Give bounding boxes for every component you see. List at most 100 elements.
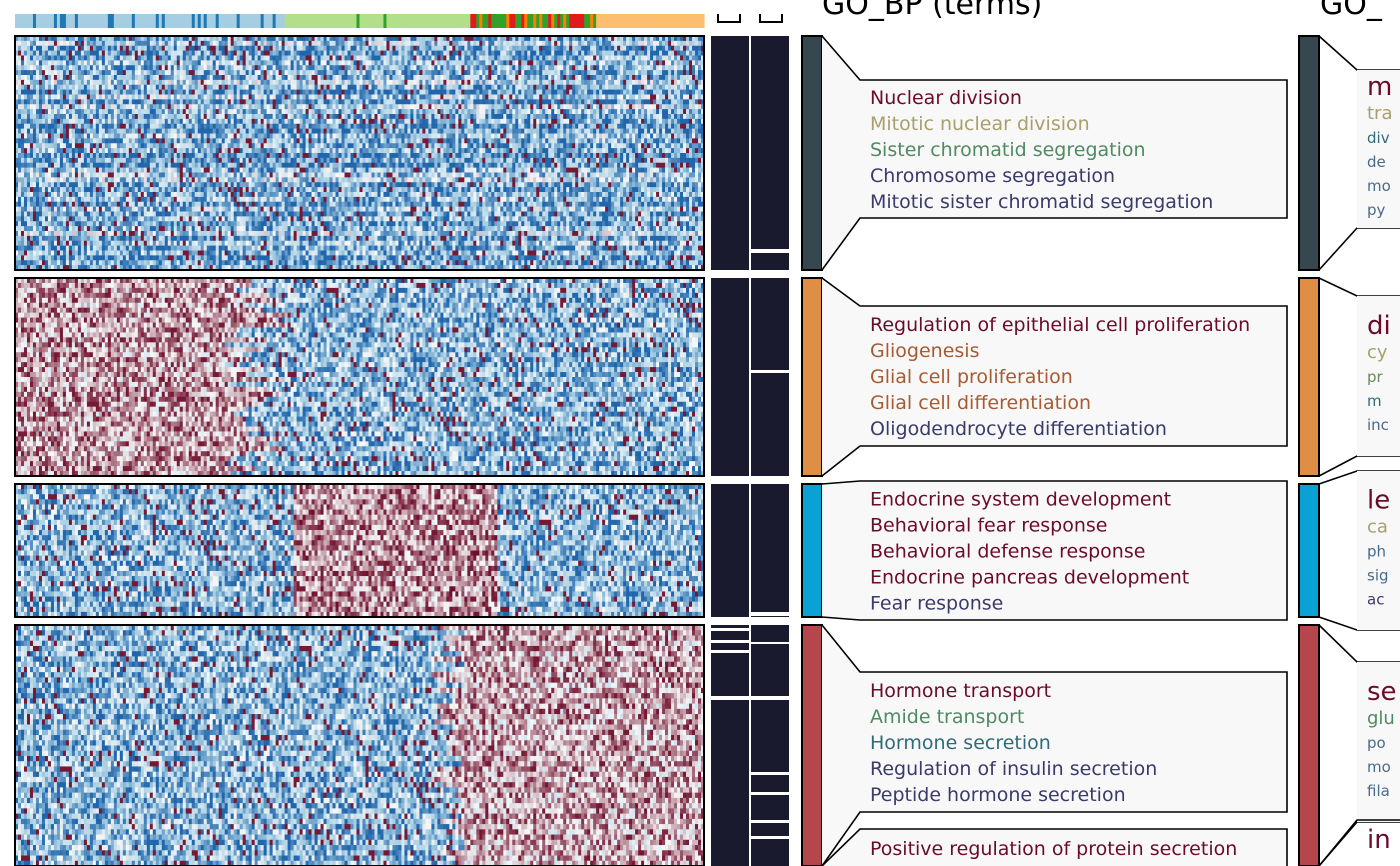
heatmap-cell bbox=[404, 75, 407, 80]
heatmap-cell bbox=[105, 85, 108, 90]
heatmap-cell bbox=[162, 95, 165, 100]
heatmap-cell bbox=[33, 46, 36, 51]
heatmap-cell bbox=[455, 85, 458, 90]
heatmap-cell bbox=[309, 99, 312, 104]
heatmap-cell bbox=[321, 75, 324, 80]
heatmap-cell bbox=[129, 46, 132, 51]
heatmap-cell bbox=[114, 65, 117, 70]
heatmap-cell bbox=[530, 90, 533, 95]
heatmap-cell bbox=[57, 114, 60, 119]
heatmap-cell bbox=[120, 60, 123, 65]
heatmap-cell bbox=[527, 80, 530, 85]
heatmap-cell bbox=[506, 65, 509, 70]
heatmap-cell bbox=[674, 56, 677, 61]
heatmap-cell bbox=[324, 99, 327, 104]
heatmap-cell bbox=[608, 114, 611, 119]
heatmap-cell bbox=[671, 51, 674, 56]
heatmap-cell bbox=[225, 85, 228, 90]
heatmap-cell bbox=[249, 46, 252, 51]
heatmap-cell bbox=[114, 60, 117, 65]
heatmap-cell bbox=[629, 109, 632, 114]
heatmap-cell bbox=[542, 60, 545, 65]
heatmap-cell bbox=[48, 80, 51, 85]
heatmap-cell bbox=[117, 114, 120, 119]
heatmap-cell bbox=[386, 75, 389, 80]
heatmap-cell bbox=[380, 99, 383, 104]
heatmap-cell bbox=[135, 51, 138, 56]
heatmap-cell bbox=[54, 99, 57, 104]
heatmap-cell bbox=[69, 95, 72, 100]
heatmap-cell bbox=[258, 56, 261, 61]
heatmap-cell bbox=[632, 99, 635, 104]
heatmap-cell bbox=[207, 75, 210, 80]
heatmap-cell bbox=[419, 70, 422, 75]
heatmap-cell bbox=[192, 51, 195, 56]
heatmap-cell bbox=[192, 104, 195, 109]
heatmap-cell bbox=[48, 119, 51, 124]
heatmap-cell bbox=[383, 46, 386, 51]
heatmap-cell bbox=[192, 46, 195, 51]
heatmap-cell bbox=[291, 56, 294, 61]
heatmap-cell bbox=[683, 114, 686, 119]
heatmap-cell bbox=[75, 41, 78, 46]
heatmap-cell bbox=[641, 90, 644, 95]
heatmap-cell bbox=[270, 109, 273, 114]
heatmap-cell bbox=[330, 109, 333, 114]
heatmap-cell bbox=[473, 65, 476, 70]
heatmap-cell bbox=[611, 114, 614, 119]
heatmap-cell bbox=[42, 75, 45, 80]
heatmap-cell bbox=[458, 90, 461, 95]
heatmap-cell bbox=[357, 109, 360, 114]
heatmap-cell bbox=[614, 99, 617, 104]
heatmap-cell bbox=[635, 114, 638, 119]
heatmap-cell bbox=[566, 85, 569, 90]
heatmap-cell bbox=[629, 65, 632, 70]
heatmap-cell bbox=[183, 65, 186, 70]
heatmap-cell bbox=[66, 104, 69, 109]
heatmap-cell bbox=[144, 95, 147, 100]
heatmap-cell bbox=[374, 104, 377, 109]
heatmap-cell bbox=[354, 46, 357, 51]
heatmap-cell bbox=[66, 109, 69, 114]
heatmap-cell bbox=[662, 75, 665, 80]
heatmap-cell bbox=[144, 104, 147, 109]
heatmap-cell bbox=[536, 104, 539, 109]
heatmap-cell bbox=[300, 80, 303, 85]
heatmap-cell bbox=[237, 56, 240, 61]
heatmap-cell bbox=[596, 56, 599, 61]
heatmap-cell bbox=[458, 99, 461, 104]
heatmap-cell bbox=[309, 114, 312, 119]
heatmap-cell bbox=[428, 65, 431, 70]
heatmap-cell bbox=[479, 99, 482, 104]
heatmap-cell bbox=[581, 60, 584, 65]
heatmap-cell bbox=[572, 99, 575, 104]
heatmap-cell bbox=[135, 109, 138, 114]
heatmap-cell bbox=[54, 65, 57, 70]
heatmap-cell bbox=[126, 46, 129, 51]
heatmap-cell bbox=[315, 104, 318, 109]
heatmap-cell bbox=[395, 41, 398, 46]
heatmap-cell bbox=[57, 56, 60, 61]
heatmap-cell bbox=[506, 90, 509, 95]
heatmap-cell bbox=[404, 85, 407, 90]
heatmap-cell bbox=[689, 41, 692, 46]
heatmap-cell bbox=[114, 119, 117, 124]
heatmap-cell bbox=[159, 41, 162, 46]
heatmap-cell bbox=[446, 70, 449, 75]
heatmap-cell bbox=[237, 51, 240, 56]
heatmap-cell bbox=[33, 90, 36, 95]
heatmap-cell bbox=[578, 65, 581, 70]
heatmap-cell bbox=[42, 109, 45, 114]
heatmap-cell bbox=[330, 80, 333, 85]
heatmap-cell bbox=[297, 114, 300, 119]
heatmap-cell bbox=[288, 56, 291, 61]
heatmap-cell bbox=[210, 119, 213, 124]
heatmap-cell bbox=[141, 114, 144, 119]
heatmap-cell bbox=[285, 65, 288, 70]
heatmap-cell bbox=[467, 75, 470, 80]
heatmap-cell bbox=[231, 99, 234, 104]
heatmap-cell bbox=[470, 104, 473, 109]
heatmap-cell bbox=[24, 41, 27, 46]
heatmap-cell bbox=[362, 99, 365, 104]
heatmap-cell bbox=[662, 80, 665, 85]
